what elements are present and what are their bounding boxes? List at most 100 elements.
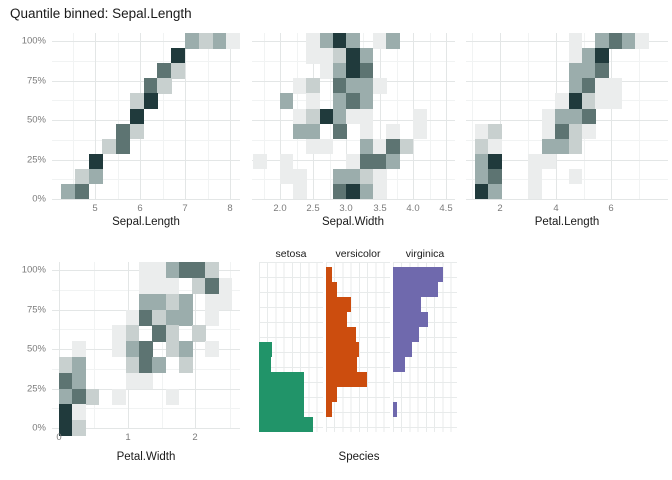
heatmap-cell — [399, 138, 414, 155]
heatmap-cell — [528, 168, 543, 185]
gridline-minor — [52, 408, 240, 410]
histogram-bar — [326, 327, 357, 342]
heatmap-cell — [138, 277, 153, 295]
heatmap-cell — [178, 356, 193, 374]
heatmap-cell — [192, 325, 206, 342]
gridline-major — [230, 33, 231, 200]
heatmap-cell — [581, 93, 596, 109]
heatmap-cell — [116, 138, 131, 155]
heatmap-cell — [319, 138, 334, 155]
histogram-bar — [326, 372, 367, 387]
heatmap-cell — [359, 93, 374, 109]
panel-petal-width — [52, 262, 240, 437]
heatmap-cell — [568, 33, 583, 49]
histogram-bar — [393, 297, 422, 312]
heatmap-cell — [293, 108, 307, 125]
y-tick-label: 25% — [26, 154, 46, 165]
heatmap-cell — [373, 168, 387, 185]
x-tick-label: 4 — [553, 203, 559, 214]
heatmap-cell — [279, 153, 294, 170]
heatmap-cell — [293, 78, 307, 94]
heatmap-cell — [253, 153, 267, 170]
gridline-minor — [263, 33, 265, 200]
heatmap-cell — [125, 372, 140, 389]
gridline-minor — [117, 33, 119, 200]
heatmap-cell — [568, 108, 583, 125]
heatmap-cell — [88, 168, 103, 185]
histogram-bar — [326, 267, 332, 282]
histogram-bar — [393, 327, 419, 342]
heatmap-cell — [152, 277, 166, 295]
x-tick-label: 4.0 — [406, 203, 420, 214]
heatmap-cell — [112, 388, 126, 405]
x-tick-label: 7 — [182, 203, 188, 214]
heatmap-cell — [528, 153, 543, 170]
heatmap-cell — [568, 138, 583, 155]
x-axis-title-petal-width: Petal.Width — [116, 451, 176, 463]
heatmap-cell — [306, 138, 321, 155]
facet-setosa — [259, 262, 323, 432]
heatmap-cell — [346, 78, 361, 94]
gridline-minor — [229, 262, 231, 428]
gridline-major — [252, 199, 455, 200]
heatmap-cell — [72, 356, 87, 374]
y-tick-label: 100% — [21, 35, 46, 47]
gridline-major — [52, 120, 240, 121]
gridline-major — [52, 159, 240, 161]
heatmap-cell — [152, 293, 166, 310]
heatmap-cell — [346, 63, 361, 79]
heatmap-cell — [373, 138, 387, 155]
heatmap-cell — [621, 33, 636, 49]
heatmap-cell — [205, 262, 220, 279]
x-tick-label: 4.5 — [439, 203, 453, 214]
heatmap-cell — [359, 48, 374, 64]
heatmap-cell — [346, 93, 361, 109]
y-tick-label: 75% — [26, 75, 46, 86]
gridline-minor — [52, 60, 240, 62]
heatmap-cell — [346, 33, 361, 49]
heatmap-cell — [333, 108, 347, 125]
y-tick-label: 75% — [26, 304, 46, 315]
heatmap-cell — [373, 153, 387, 170]
y-tick-label: 50% — [26, 343, 46, 355]
heatmap-cell — [475, 153, 489, 170]
x-tick-label: 3.0 — [339, 203, 353, 214]
x-tick-label: 8 — [227, 203, 233, 214]
gridline-major — [52, 388, 240, 390]
heatmap-cell — [61, 183, 76, 200]
gridline-major — [52, 41, 240, 42]
x-tick-label: 1 — [125, 432, 131, 443]
x-tick-label: 2.0 — [273, 203, 287, 214]
heatmap-cell — [359, 168, 374, 185]
heatmap-cell — [568, 93, 583, 109]
heatmap-cell — [306, 78, 321, 94]
heatmap-cell — [608, 78, 623, 94]
heatmap-cell — [112, 325, 126, 342]
gridline-minor — [528, 33, 529, 200]
heatmap-cell — [293, 168, 307, 185]
heatmap-cell — [74, 168, 90, 185]
x-tick-label: 2.5 — [306, 203, 320, 214]
gridline-minor — [396, 33, 398, 200]
gridline-major — [59, 262, 60, 428]
heatmap-cell — [198, 33, 213, 49]
gridline-major — [380, 33, 381, 200]
gridline-minor — [466, 179, 668, 181]
gridline-major — [185, 33, 186, 200]
heatmap-cell — [205, 309, 220, 326]
heatmap-cell — [152, 325, 166, 342]
heatmap-cell — [608, 93, 623, 109]
histogram-bar — [259, 372, 305, 387]
y-tick-label: 50% — [26, 114, 46, 126]
heatmap-cell — [581, 48, 596, 64]
heatmap-cell — [72, 404, 87, 421]
heatmap-cell — [373, 78, 387, 94]
heatmap-cell — [279, 93, 294, 109]
heatmap-cell — [319, 48, 334, 64]
heatmap-cell — [488, 168, 503, 185]
gridline-minor — [52, 179, 240, 181]
heatmap-cell — [568, 78, 583, 94]
heatmap-cell — [85, 388, 100, 405]
heatmap-cell — [157, 78, 172, 94]
